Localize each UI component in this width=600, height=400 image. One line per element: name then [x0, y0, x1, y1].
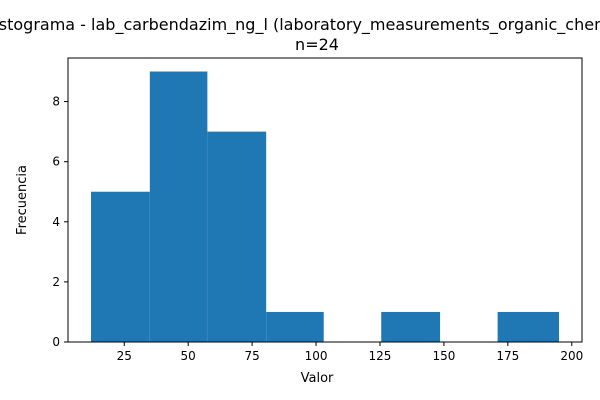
x-tick-label: 50	[181, 349, 196, 363]
x-tick-label: 175	[496, 349, 519, 363]
histogram-bar-0	[91, 191, 150, 342]
plot-frame	[67, 57, 583, 343]
x-tick-label: 150	[432, 349, 455, 363]
y-tick-label: 2	[52, 275, 60, 289]
x-tick-label: 125	[369, 349, 392, 363]
x-tick-label: 200	[560, 349, 583, 363]
chart-subtitle: n=24	[295, 35, 339, 54]
x-tick-label: 75	[244, 349, 259, 363]
y-tick-label: 8	[52, 95, 60, 109]
x-tick-label: 25	[117, 349, 132, 363]
histogram-bar-2	[207, 131, 267, 342]
y-tick-label: 6	[52, 155, 60, 169]
y-tick-label: 0	[52, 335, 60, 349]
x-axis-ticks: 25 50 75 100 125 150 175 200	[117, 342, 583, 363]
x-axis-label: Valor	[301, 371, 334, 386]
y-tick-label: 4	[52, 215, 60, 229]
chart-title: Histograma - lab_carbendazim_ng_l (labor…	[0, 15, 600, 35]
bars-group	[91, 71, 559, 343]
histogram-bar-7	[497, 311, 559, 342]
histogram-bar-3	[266, 311, 324, 342]
y-axis-label: Frecuencia	[15, 165, 30, 235]
y-axis-ticks: 0 2 4 6 8	[52, 95, 68, 349]
x-tick-label: 100	[305, 349, 328, 363]
histogram-bar-1	[149, 71, 208, 343]
histogram-bar-5	[381, 311, 441, 342]
